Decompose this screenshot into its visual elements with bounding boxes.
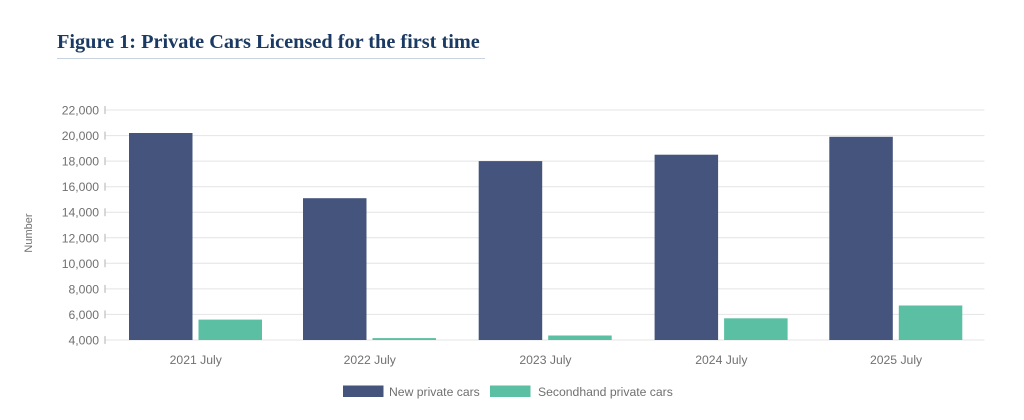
svg-text:2021 July: 2021 July [170,353,223,367]
svg-text:4,000: 4,000 [69,334,100,348]
svg-text:2023 July: 2023 July [519,353,572,367]
svg-text:6,000: 6,000 [69,308,100,322]
svg-text:2025 July: 2025 July [870,353,923,367]
svg-text:Secondhand private cars: Secondhand private cars [538,385,673,399]
svg-text:12,000: 12,000 [62,231,99,245]
svg-text:16,000: 16,000 [62,180,99,194]
svg-text:New private cars: New private cars [389,385,480,399]
svg-text:2024 July: 2024 July [695,353,748,367]
svg-text:18,000: 18,000 [62,155,99,169]
svg-text:10,000: 10,000 [62,257,99,271]
svg-text:2022 July: 2022 July [344,353,397,367]
svg-text:8,000: 8,000 [69,282,100,296]
svg-text:14,000: 14,000 [62,206,99,220]
svg-text:22,000: 22,000 [62,104,99,118]
svg-text:20,000: 20,000 [62,129,99,143]
